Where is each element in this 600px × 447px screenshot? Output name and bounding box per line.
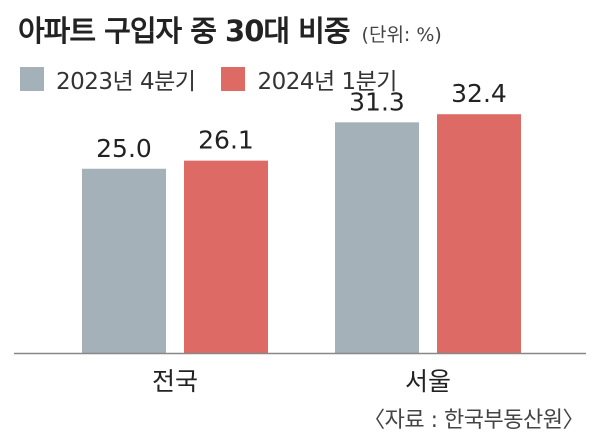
category-label-seoul: 서울	[405, 367, 451, 396]
legend-label-2024q1: 2024년 1분기	[257, 69, 397, 95]
legend-item-2023q4: 2023년 4분기	[20, 62, 196, 96]
value-label-seoul-2024q1: 32.4	[451, 79, 507, 108]
source-note: 〈자료 : 한국부동산원〉	[363, 408, 584, 433]
category-label-nationwide: 전국	[152, 367, 198, 396]
bar-nationwide-2024q1	[184, 160, 268, 353]
legend-label-2023q4: 2023년 4분기	[56, 69, 196, 95]
chart-title: 아파트 구입자 중 30대 비중	[18, 14, 351, 48]
title-row: 아파트 구입자 중 30대 비중 (단위: %)	[18, 8, 442, 50]
legend-item-2024q1: 2024년 1분기	[221, 62, 397, 96]
bar-nationwide-2023q4	[82, 168, 166, 353]
legend: 2023년 4분기 2024년 1분기	[20, 62, 423, 96]
legend-swatch-2024q1	[221, 67, 246, 91]
value-label-nationwide-2024q1: 26.1	[198, 126, 254, 155]
legend-swatch-2023q4	[20, 67, 44, 91]
value-label-nationwide-2023q4: 25.0	[96, 134, 152, 163]
bar-seoul-2024q1	[437, 114, 521, 353]
value-label-seoul-2023q4: 31.3	[349, 87, 405, 116]
bar-seoul-2023q4	[335, 122, 419, 353]
unit-note: (단위: %)	[361, 24, 442, 46]
